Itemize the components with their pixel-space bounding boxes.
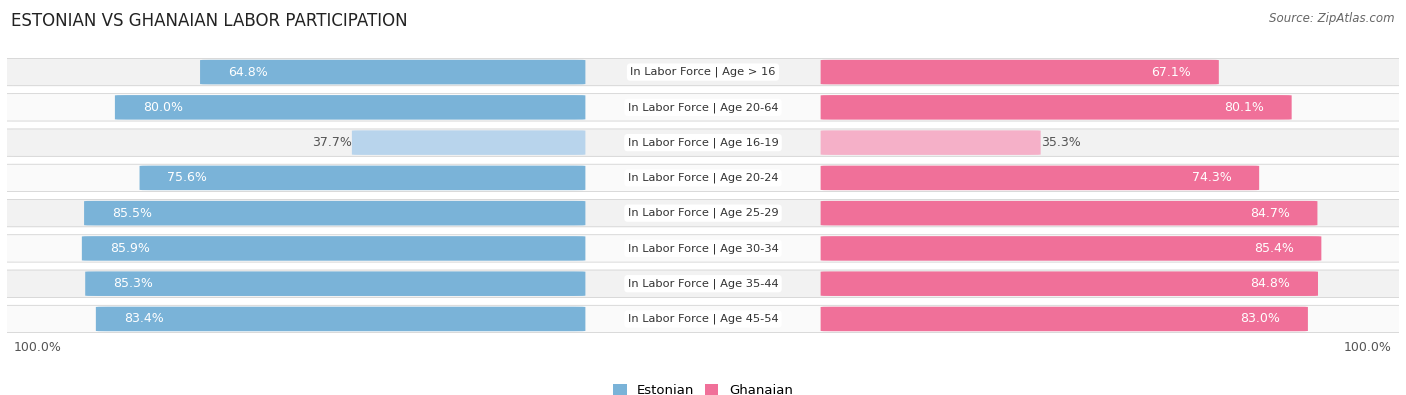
Text: 35.3%: 35.3% bbox=[1040, 136, 1080, 149]
Text: 83.4%: 83.4% bbox=[124, 312, 163, 325]
FancyBboxPatch shape bbox=[139, 166, 585, 190]
FancyBboxPatch shape bbox=[821, 236, 1322, 261]
FancyBboxPatch shape bbox=[821, 201, 1317, 226]
FancyBboxPatch shape bbox=[0, 58, 1406, 86]
Text: In Labor Force | Age 20-24: In Labor Force | Age 20-24 bbox=[627, 173, 779, 183]
Text: 83.0%: 83.0% bbox=[1240, 312, 1279, 325]
Text: In Labor Force | Age 16-19: In Labor Force | Age 16-19 bbox=[627, 137, 779, 148]
Text: 84.7%: 84.7% bbox=[1250, 207, 1289, 220]
Text: 100.0%: 100.0% bbox=[1344, 341, 1392, 354]
Text: 80.0%: 80.0% bbox=[143, 101, 183, 114]
Text: In Labor Force | Age 30-34: In Labor Force | Age 30-34 bbox=[627, 243, 779, 254]
Text: 37.7%: 37.7% bbox=[312, 136, 352, 149]
FancyBboxPatch shape bbox=[352, 130, 585, 155]
FancyBboxPatch shape bbox=[821, 271, 1317, 296]
FancyBboxPatch shape bbox=[86, 271, 585, 296]
Legend: Estonian, Ghanaian: Estonian, Ghanaian bbox=[607, 379, 799, 395]
FancyBboxPatch shape bbox=[821, 307, 1308, 331]
FancyBboxPatch shape bbox=[82, 236, 585, 261]
Text: 64.8%: 64.8% bbox=[228, 66, 267, 79]
FancyBboxPatch shape bbox=[0, 270, 1406, 297]
Text: In Labor Force | Age 20-64: In Labor Force | Age 20-64 bbox=[627, 102, 779, 113]
FancyBboxPatch shape bbox=[96, 307, 585, 331]
Text: Source: ZipAtlas.com: Source: ZipAtlas.com bbox=[1270, 12, 1395, 25]
Text: 85.5%: 85.5% bbox=[112, 207, 152, 220]
FancyBboxPatch shape bbox=[0, 94, 1406, 121]
Text: 85.4%: 85.4% bbox=[1254, 242, 1294, 255]
Text: 85.9%: 85.9% bbox=[110, 242, 149, 255]
Text: ESTONIAN VS GHANAIAN LABOR PARTICIPATION: ESTONIAN VS GHANAIAN LABOR PARTICIPATION bbox=[11, 12, 408, 30]
FancyBboxPatch shape bbox=[821, 60, 1219, 85]
FancyBboxPatch shape bbox=[0, 129, 1406, 156]
Text: 75.6%: 75.6% bbox=[167, 171, 207, 184]
Text: 100.0%: 100.0% bbox=[14, 341, 62, 354]
Text: In Labor Force | Age 25-29: In Labor Force | Age 25-29 bbox=[627, 208, 779, 218]
Text: 67.1%: 67.1% bbox=[1152, 66, 1191, 79]
FancyBboxPatch shape bbox=[0, 235, 1406, 262]
FancyBboxPatch shape bbox=[115, 95, 585, 120]
FancyBboxPatch shape bbox=[821, 166, 1260, 190]
Text: 80.1%: 80.1% bbox=[1225, 101, 1264, 114]
Text: 85.3%: 85.3% bbox=[112, 277, 153, 290]
FancyBboxPatch shape bbox=[0, 199, 1406, 227]
Text: In Labor Force | Age 45-54: In Labor Force | Age 45-54 bbox=[627, 314, 779, 324]
FancyBboxPatch shape bbox=[821, 130, 1040, 155]
FancyBboxPatch shape bbox=[0, 164, 1406, 192]
FancyBboxPatch shape bbox=[821, 95, 1292, 120]
Text: In Labor Force | Age 35-44: In Labor Force | Age 35-44 bbox=[627, 278, 779, 289]
FancyBboxPatch shape bbox=[84, 201, 585, 226]
Text: 74.3%: 74.3% bbox=[1191, 171, 1232, 184]
Text: In Labor Force | Age > 16: In Labor Force | Age > 16 bbox=[630, 67, 776, 77]
FancyBboxPatch shape bbox=[200, 60, 585, 85]
FancyBboxPatch shape bbox=[0, 305, 1406, 333]
Text: 84.8%: 84.8% bbox=[1250, 277, 1291, 290]
